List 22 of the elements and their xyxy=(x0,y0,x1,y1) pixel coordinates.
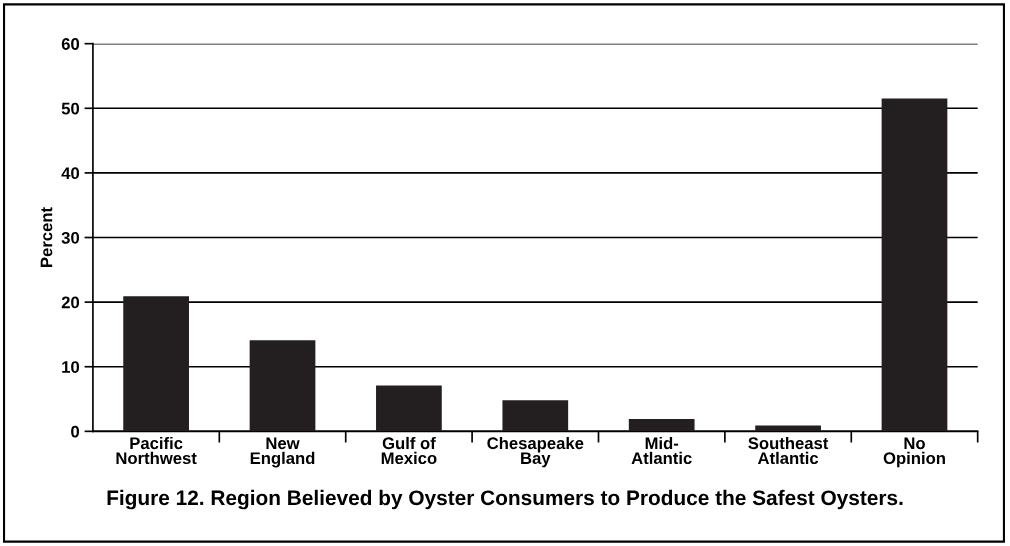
y-tick-label: 20 xyxy=(61,296,80,309)
x-tick-label: Mid- Atlantic xyxy=(631,436,692,465)
y-tick-label: 0 xyxy=(71,425,80,438)
bar xyxy=(881,98,948,432)
x-tick-label: Gulf of Mexico xyxy=(381,436,437,465)
x-tick-label: No Opinion xyxy=(883,437,945,468)
text: Figure 12. Region Believed by Oyster Consumers to Produce the Safest Oysters. xyxy=(107,489,903,510)
x-tick-label: Chesapeake Bay xyxy=(487,436,584,468)
y-tick-label: 50 xyxy=(61,102,80,115)
bar xyxy=(376,385,442,432)
y-tick-label: 30 xyxy=(61,231,80,244)
y-tick-label: 60 xyxy=(61,38,80,50)
y-tick-label: 40 xyxy=(61,167,80,180)
bar xyxy=(123,296,189,432)
x-tick-label: Pacific Northwest xyxy=(116,436,197,465)
bar xyxy=(628,419,695,432)
x-tick-label: New England xyxy=(250,437,315,468)
bar xyxy=(249,340,316,432)
y-axis-title: Percent xyxy=(40,207,53,267)
x-tick-label: Southeast Atlantic xyxy=(748,436,829,465)
bar xyxy=(502,400,569,432)
y-tick-label: 10 xyxy=(62,361,80,373)
